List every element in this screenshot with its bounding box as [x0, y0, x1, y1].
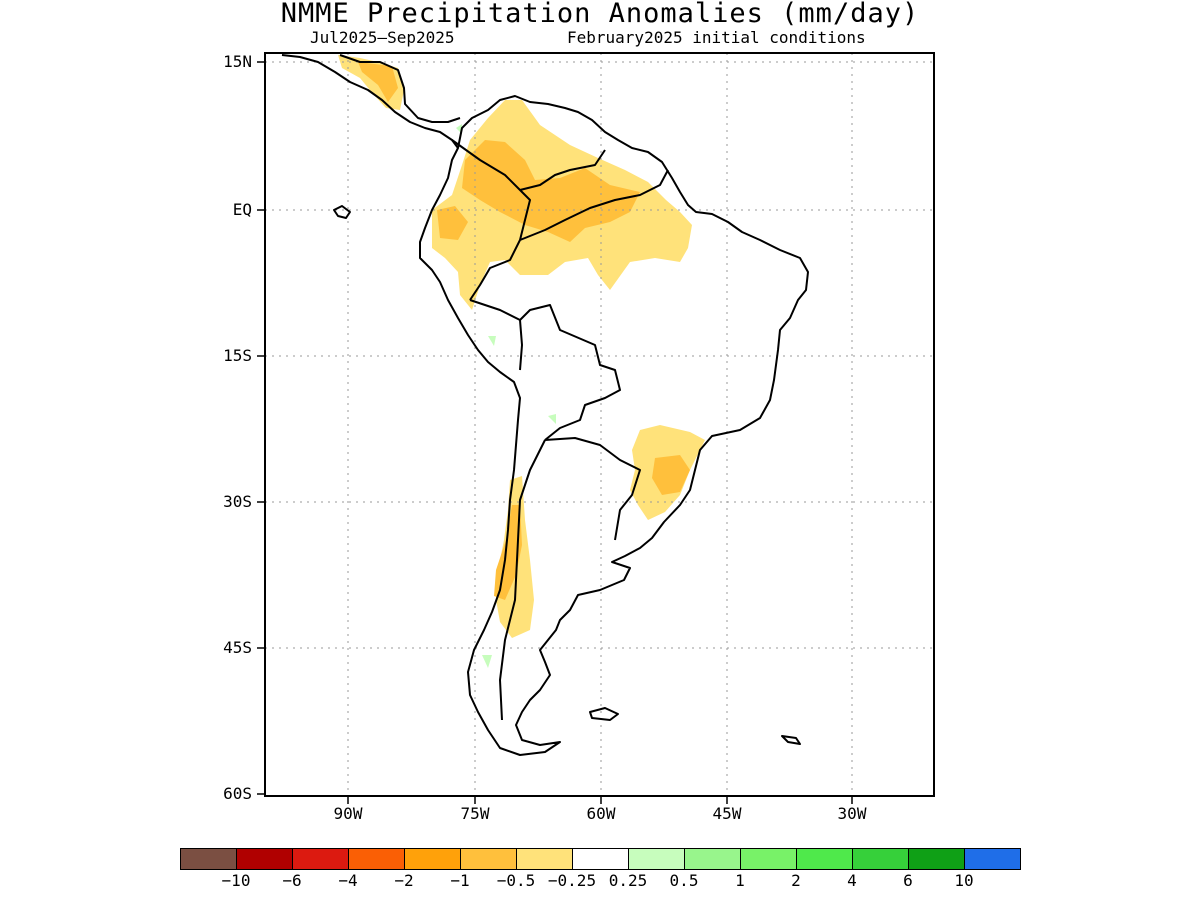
- dry-anomaly-chile-core: [494, 505, 522, 600]
- colorbar-label: −0.5: [496, 871, 536, 890]
- colorbar-swatch: [964, 848, 1021, 870]
- map-frame: [264, 52, 935, 797]
- colorbar-swatch: [796, 848, 853, 870]
- colorbar-swatch: [572, 848, 629, 870]
- dry-anomaly-central-america-core: [358, 62, 398, 102]
- colorbar-label: −0.25: [547, 871, 597, 890]
- colorbar-swatch: [292, 848, 349, 870]
- colorbar-swatch: [180, 848, 237, 870]
- colorbar-label: 0.5: [669, 871, 699, 890]
- colorbar-swatch: [684, 848, 741, 870]
- lat-label-60s: 60S: [223, 784, 252, 803]
- forecast-period: Jul2025–Sep2025: [310, 28, 455, 47]
- dry-anomaly-southern-brazil-core: [652, 455, 690, 495]
- colorbar-swatch: [516, 848, 573, 870]
- colorbar-swatch: [460, 848, 517, 870]
- colorbar-label: −6: [282, 871, 302, 890]
- colorbar-label: 0.25: [608, 871, 648, 890]
- colorbar-label: 6: [903, 871, 913, 890]
- colorbar-label: 4: [847, 871, 857, 890]
- map-title: NMME Precipitation Anomalies (mm/day): [280, 0, 920, 29]
- tick-marks: [257, 61, 853, 804]
- anomaly-shading: [338, 55, 705, 668]
- lat-label-30s: 30S: [223, 492, 252, 511]
- south-georgia: [781, 735, 801, 745]
- country-borders: [451, 139, 669, 721]
- colorbar-label: −1: [450, 871, 470, 890]
- gridlines: [265, 53, 934, 796]
- lat-label-15n: 15N: [223, 52, 252, 71]
- colorbar-label: 1: [735, 871, 745, 890]
- colorbar-label: 2: [791, 871, 801, 890]
- colorbar-swatch: [236, 848, 293, 870]
- colorbar-swatch: [852, 848, 909, 870]
- colorbar-label: −10: [221, 871, 251, 890]
- lon-label-60w: 60W: [586, 804, 616, 823]
- colorbar-label: −4: [338, 871, 358, 890]
- colorbar-swatch: [628, 848, 685, 870]
- lat-label-45s: 45S: [223, 638, 252, 657]
- lon-label-75w: 75W: [460, 804, 490, 823]
- colorbar-label: −2: [394, 871, 414, 890]
- central-america-coast: [281, 54, 459, 149]
- dry-anomaly-ecuador: [437, 206, 468, 240]
- central-america-north-coast: [339, 54, 461, 123]
- colorbar-label: 10: [954, 871, 974, 890]
- colorbar-swatch: [348, 848, 405, 870]
- falkland-islands: [589, 707, 619, 721]
- dry-anomaly-amazon-core: [462, 140, 640, 242]
- lon-label-45w: 45W: [712, 804, 742, 823]
- lon-label-30w: 30W: [837, 804, 867, 823]
- south-america-coastline: [419, 95, 809, 756]
- lon-label-90w: 90W: [333, 804, 363, 823]
- colorbar-swatch: [404, 848, 461, 870]
- colorbar-swatch: [908, 848, 965, 870]
- galapagos-islands: [333, 205, 351, 219]
- lat-label-eq: EQ: [232, 200, 252, 219]
- initial-conditions: February2025 initial conditions: [567, 28, 866, 47]
- coastlines: [281, 54, 809, 756]
- colorbar-swatch: [740, 848, 797, 870]
- lat-label-15s: 15S: [223, 346, 252, 365]
